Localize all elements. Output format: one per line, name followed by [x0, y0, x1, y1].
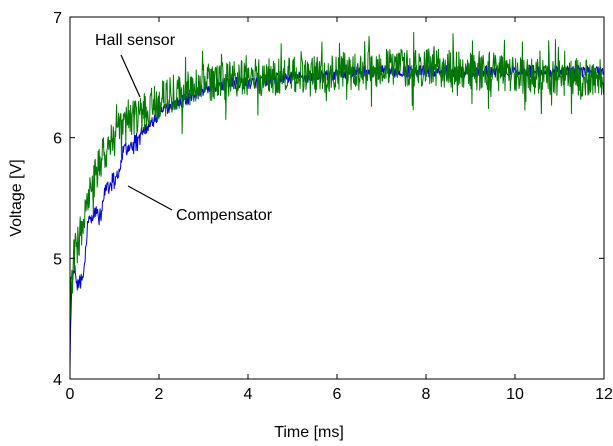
x-tick-label: 8: [422, 386, 431, 403]
hall-sensor-annotation: Hall sensor: [95, 32, 176, 49]
compensator-annotation: Compensator: [176, 207, 273, 224]
x-axis-label: Time [ms]: [274, 424, 344, 441]
hall-sensor-pointer: [120, 54, 141, 98]
ticks-layer: 0 2 4 6 8 10 12 4 5 6 7: [53, 10, 613, 403]
x-tick-label: 10: [506, 386, 524, 403]
y-axis-label: Voltage [V]: [8, 159, 25, 236]
x-tick-label: 4: [244, 386, 253, 403]
x-tick-label: 0: [66, 386, 75, 403]
y-tick-label: 6: [53, 131, 62, 148]
y-tick-label: 4: [53, 372, 62, 389]
axis-labels: Time [ms] Voltage [V]: [8, 159, 344, 441]
series-line-hall-sensor: [69, 31, 605, 319]
y-tick-label: 5: [53, 251, 62, 268]
y-tick-label: 7: [53, 10, 62, 27]
x-tick-label: 12: [595, 386, 613, 403]
x-tick-label: 6: [333, 386, 342, 403]
x-tick-label: 2: [155, 386, 164, 403]
series-layer: [69, 31, 605, 371]
annotations-layer: Hall sensor Compensator: [95, 32, 273, 224]
compensator-pointer: [127, 185, 173, 211]
